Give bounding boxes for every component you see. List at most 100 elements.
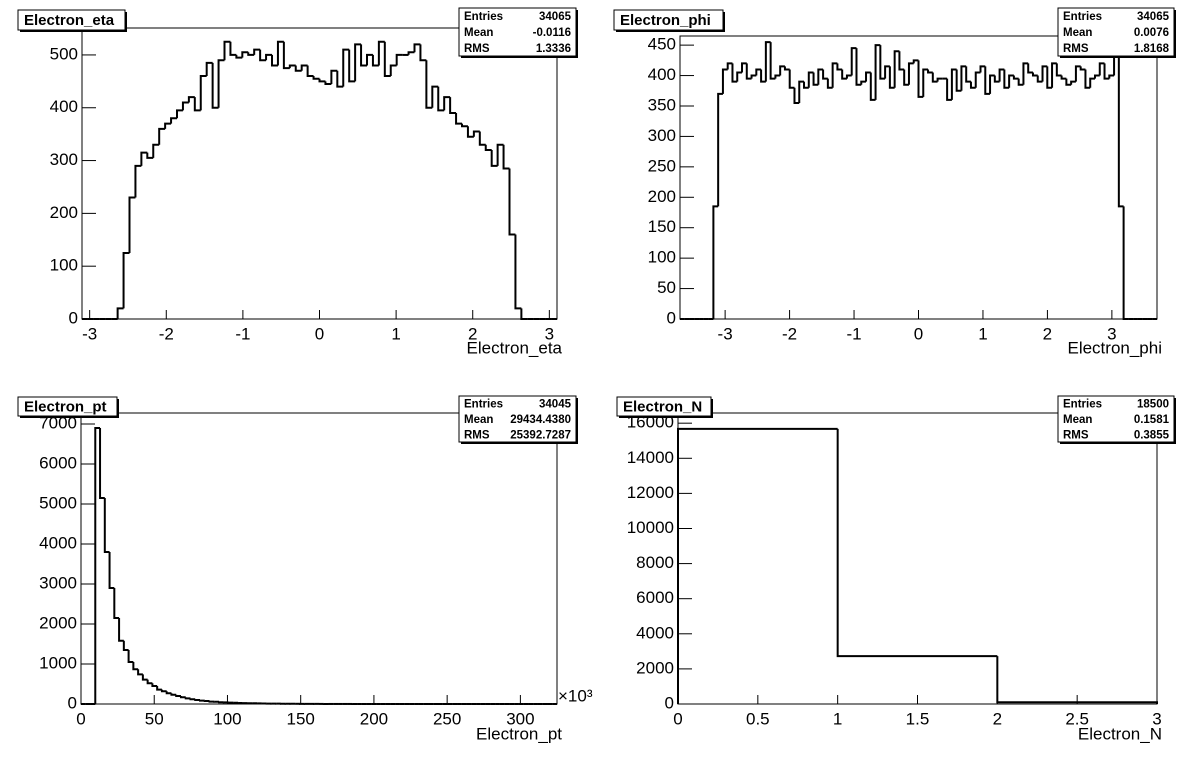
histogram-bin bbox=[1027, 63, 1033, 74]
stats-value: 25392.7287 bbox=[510, 429, 571, 441]
histogram-bin bbox=[253, 48, 261, 55]
histogram-bin bbox=[831, 62, 838, 88]
stats-value: 29434.4380 bbox=[510, 414, 571, 426]
histogram-bin bbox=[165, 691, 172, 695]
histogram-bin bbox=[330, 69, 338, 84]
histogram-bin bbox=[764, 41, 771, 82]
histogram-bin bbox=[151, 683, 158, 687]
stats-value: 34045 bbox=[539, 399, 572, 411]
stats-label: RMS bbox=[464, 43, 490, 55]
histogram-bin bbox=[241, 51, 249, 58]
y-tick-label: 100 bbox=[50, 256, 78, 275]
y-tick-label: 400 bbox=[648, 65, 676, 84]
histogram-bin bbox=[478, 131, 486, 146]
x-multiplier: ×10³ bbox=[558, 686, 593, 705]
x-tick-label: 200 bbox=[360, 709, 388, 728]
histogram-bin bbox=[712, 205, 719, 319]
x-tick-label: 1.5 bbox=[906, 709, 930, 728]
histogram-bin bbox=[855, 48, 862, 86]
histogram-bin bbox=[1031, 72, 1038, 77]
y-tick-label: 50 bbox=[657, 278, 676, 297]
histogram-bin bbox=[443, 96, 451, 111]
histogram-bin bbox=[175, 694, 181, 697]
stats-box bbox=[458, 395, 577, 443]
histogram-bin bbox=[1017, 78, 1024, 86]
x-tick-label: 0 bbox=[914, 324, 923, 343]
histogram-bin bbox=[769, 42, 776, 80]
stats-box bbox=[1057, 7, 1175, 57]
histogram-bin bbox=[974, 71, 981, 88]
histogram-bin bbox=[989, 74, 995, 94]
stats-value: 18500 bbox=[1137, 399, 1169, 411]
histogram-bin bbox=[490, 149, 498, 167]
histogram-bin bbox=[265, 53, 272, 61]
histogram-bin bbox=[187, 96, 195, 103]
x-axis-title: Electron_phi bbox=[1067, 338, 1162, 357]
histogram-bin bbox=[141, 674, 148, 681]
histogram-bin bbox=[184, 697, 191, 700]
stats-value: 34065 bbox=[539, 11, 572, 23]
y-tick-label: 10000 bbox=[627, 518, 674, 537]
y-tick-label: 7000 bbox=[39, 413, 77, 432]
histogram-bin bbox=[113, 588, 120, 619]
histogram-bin bbox=[836, 63, 843, 71]
x-tick-label: 2 bbox=[993, 709, 1002, 728]
x-tick-label: -3 bbox=[718, 324, 733, 343]
histogram-bin bbox=[99, 428, 105, 499]
histogram-bin bbox=[836, 428, 998, 658]
histogram-bin bbox=[461, 123, 468, 128]
stats-value: 1.8168 bbox=[1134, 43, 1170, 55]
x-tick-label: -2 bbox=[782, 324, 797, 343]
histogram-bin bbox=[208, 700, 215, 703]
histogram-bin bbox=[860, 80, 867, 85]
histogram-bin bbox=[1041, 65, 1048, 82]
histogram-bin bbox=[726, 62, 733, 70]
histogram-bin bbox=[717, 92, 723, 207]
histogram-bin bbox=[1093, 74, 1100, 79]
histogram-bin bbox=[1036, 75, 1043, 83]
histogram-bin bbox=[893, 50, 900, 88]
histogram-bin bbox=[466, 126, 474, 138]
x-tick-label: 0 bbox=[315, 324, 324, 343]
stats-label: RMS bbox=[1063, 43, 1089, 55]
x-tick-label: 3 bbox=[1107, 324, 1116, 343]
y-tick-label: 200 bbox=[50, 203, 78, 222]
histogram-bin bbox=[812, 72, 819, 86]
x-tick-label: 0.5 bbox=[746, 709, 770, 728]
stats-value: 0.3855 bbox=[1134, 429, 1170, 441]
title-box bbox=[17, 9, 126, 31]
histogram-bin bbox=[845, 74, 852, 79]
y-tick-label: 6000 bbox=[636, 588, 674, 607]
histogram-bin bbox=[140, 151, 148, 166]
stats-value: 1.3336 bbox=[536, 43, 571, 55]
histogram-bin bbox=[779, 65, 785, 76]
histogram-bin bbox=[300, 64, 308, 71]
x-tick-label: 2.5 bbox=[1065, 709, 1089, 728]
x-tick-label: 300 bbox=[506, 709, 534, 728]
x-tick-label: 2 bbox=[1043, 324, 1052, 343]
title-box bbox=[17, 396, 118, 417]
y-tick-label: 1000 bbox=[39, 653, 77, 672]
y-tick-label: 0 bbox=[69, 308, 78, 327]
histogram-bin bbox=[520, 308, 528, 320]
y-tick-label: 450 bbox=[648, 35, 676, 54]
histogram-bin bbox=[783, 66, 790, 71]
histogram-bin bbox=[342, 48, 350, 87]
stats-label: Entries bbox=[464, 399, 503, 411]
histogram-bin bbox=[1046, 66, 1053, 89]
histogram-bin bbox=[907, 62, 914, 85]
histogram-bin bbox=[903, 69, 909, 86]
x-tick-label: 1 bbox=[391, 324, 400, 343]
y-tick-label: 2000 bbox=[39, 613, 77, 632]
title-box bbox=[616, 396, 712, 417]
histogram-bin bbox=[348, 49, 356, 83]
histogram-bin bbox=[798, 80, 805, 103]
y-tick-label: 250 bbox=[648, 156, 676, 175]
histogram-bin bbox=[731, 63, 738, 83]
histogram-bin bbox=[276, 40, 284, 66]
histogram-bin bbox=[294, 65, 302, 72]
histogram-bin bbox=[164, 122, 172, 129]
histogram-bin bbox=[1079, 66, 1086, 71]
